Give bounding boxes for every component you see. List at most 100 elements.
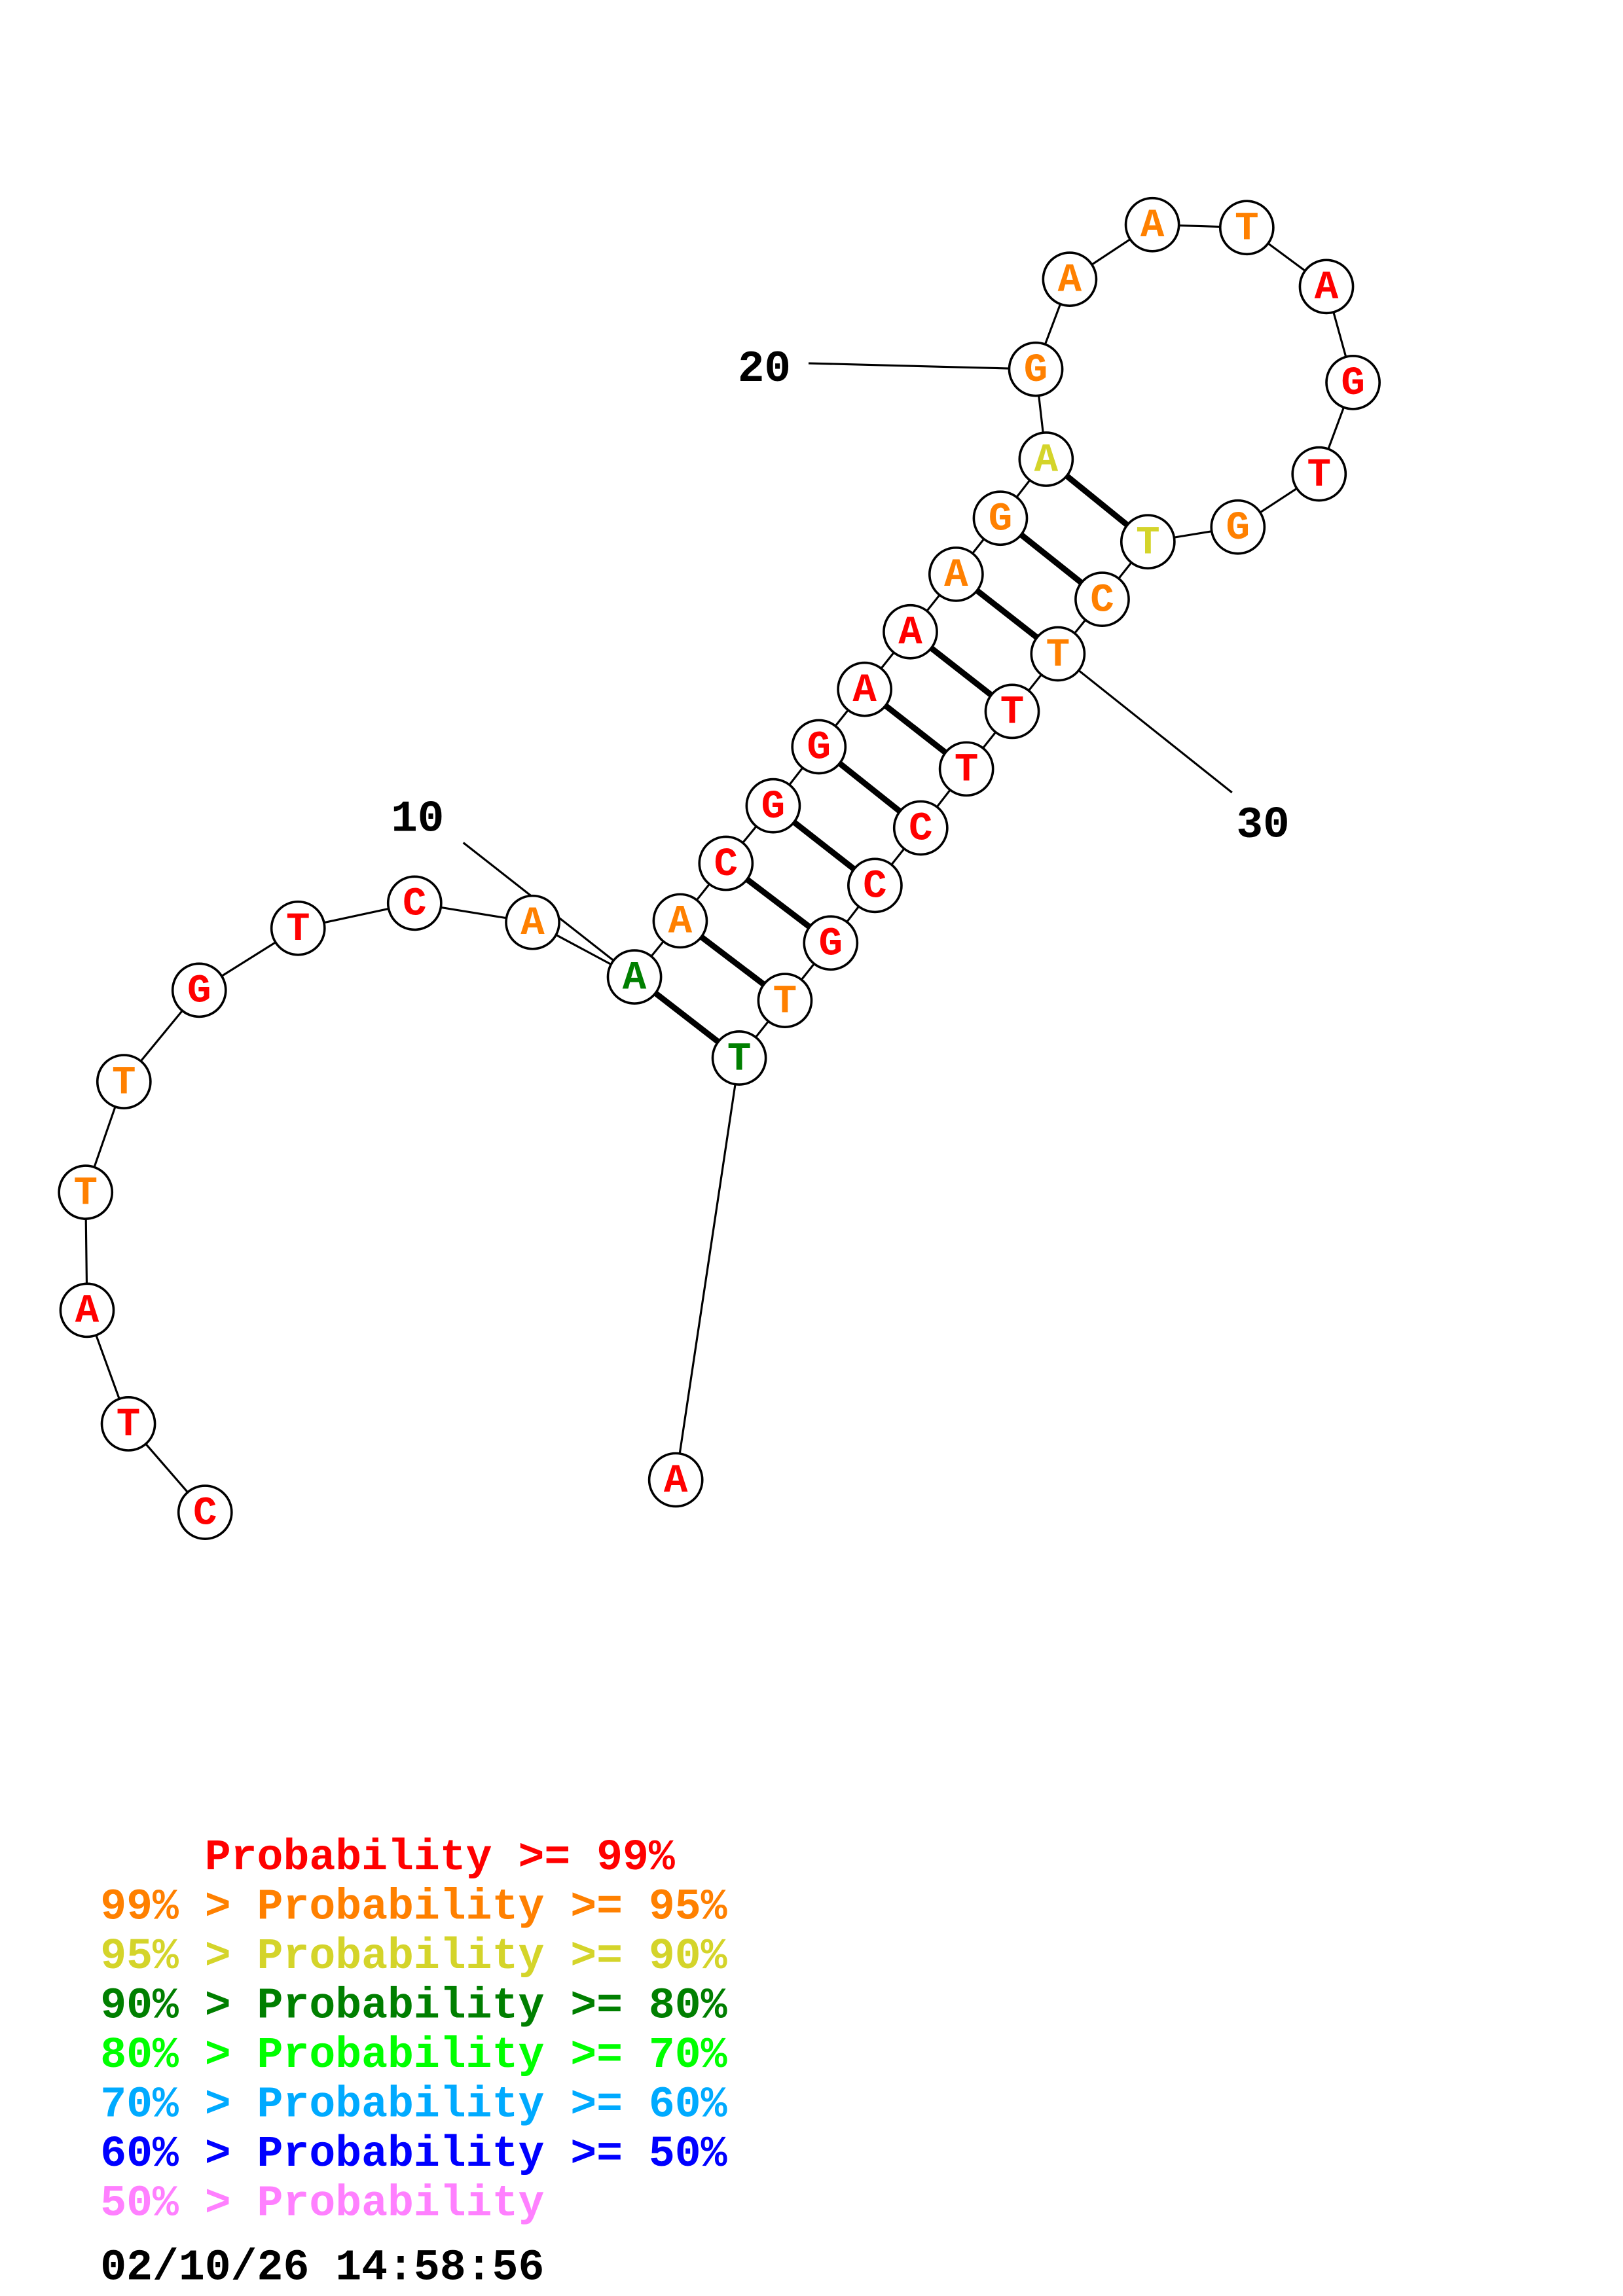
nucleotide-letter: T bbox=[1046, 633, 1070, 678]
nucleotide-letter: G bbox=[761, 785, 786, 830]
position-labels: 10 20 30 bbox=[391, 345, 1289, 850]
nucleotide-11: A bbox=[652, 893, 708, 949]
nucleotide-circle bbox=[892, 800, 949, 856]
nucleotide-circle bbox=[647, 1452, 704, 1508]
nucleotide-circle bbox=[1298, 259, 1355, 315]
nucleotide-30: T bbox=[1030, 626, 1086, 682]
nucleotide-letter: T bbox=[773, 979, 797, 1024]
nucleotide-letter: A bbox=[1058, 258, 1082, 303]
nucleotide-circle bbox=[711, 1030, 767, 1086]
legend-entry-p60: 70% > Probability >= 60% bbox=[100, 2081, 727, 2130]
nucleotide-letter: T bbox=[117, 1403, 141, 1448]
nucleotide-25: G bbox=[1325, 354, 1381, 410]
nucleotide-letter: G bbox=[819, 922, 843, 967]
legend-entry-p95: 99% > Probability >= 95% bbox=[100, 1883, 727, 1932]
nucleotide-letter: T bbox=[73, 1171, 98, 1216]
nucleotide-24: A bbox=[1298, 259, 1355, 315]
nucleotide-26: T bbox=[1291, 446, 1347, 502]
nucleotide-letter: C bbox=[1090, 578, 1114, 623]
nucleotide-2: T bbox=[100, 1396, 156, 1452]
nucleotide-32: T bbox=[938, 741, 994, 797]
nucleotide-5: T bbox=[96, 1054, 152, 1109]
nucleotide-letter: A bbox=[520, 901, 545, 946]
position-label-30: 30 bbox=[1237, 800, 1290, 850]
nucleotide-letter: A bbox=[852, 668, 877, 713]
nucleotide-circle bbox=[837, 661, 892, 717]
legend-entry-p99: Probability >= 99% bbox=[100, 1833, 675, 1882]
legend-entry-plow: 50% > Probability bbox=[100, 2179, 544, 2229]
nucleotide-35: G bbox=[803, 915, 859, 971]
position-label-line bbox=[808, 362, 1036, 370]
nucleotide-21: A bbox=[1042, 251, 1098, 307]
nucleotide-circle bbox=[386, 875, 443, 931]
nucleotide-circle bbox=[606, 949, 663, 1005]
nucleotide-circle bbox=[58, 1164, 114, 1220]
nucleotide-circle bbox=[1030, 626, 1086, 682]
nucleotide-circle bbox=[972, 490, 1029, 547]
nucleotide-circle bbox=[171, 962, 227, 1018]
nucleotide-circle bbox=[1291, 446, 1347, 502]
nucleotide-circle bbox=[745, 778, 801, 834]
nucleotide-28: T bbox=[1120, 514, 1176, 570]
nucleotide-circle bbox=[59, 1282, 115, 1338]
nucleotide-circle bbox=[1042, 251, 1098, 307]
nucleotide-9: A bbox=[505, 894, 560, 950]
nucleotide-circle bbox=[928, 546, 984, 602]
timestamp: 02/10/26 14:58:56 bbox=[100, 2244, 544, 2293]
nucleotide-circle bbox=[938, 741, 994, 797]
nucleotide-4: T bbox=[58, 1164, 114, 1220]
nucleotide-circle bbox=[505, 894, 560, 950]
nucleotide-23: T bbox=[1218, 200, 1275, 256]
nucleotide-circle bbox=[96, 1054, 152, 1109]
nucleotide-circle bbox=[1018, 431, 1074, 487]
nucleotide-letter: T bbox=[1307, 453, 1331, 498]
nucleotide-letter: T bbox=[112, 1060, 136, 1105]
nucleotide-letter: T bbox=[1136, 521, 1160, 566]
nucleotide-letter: C bbox=[193, 1491, 217, 1536]
nucleotide-10: A bbox=[606, 949, 663, 1005]
nucleotide-31: T bbox=[984, 683, 1040, 740]
nucleotide-letter: A bbox=[1140, 204, 1165, 249]
nucleotide-letter: A bbox=[668, 900, 693, 945]
nucleotide-letter: A bbox=[1315, 266, 1339, 311]
nucleotide-letter: C bbox=[714, 842, 739, 888]
nucleotide-circle bbox=[100, 1396, 156, 1452]
nucleotide-letter: G bbox=[989, 497, 1013, 542]
nucleotide-14: G bbox=[791, 719, 847, 775]
nucleotide-letter: T bbox=[286, 907, 310, 952]
probability-legend: Probability >= 99%99% > Probability >= 9… bbox=[100, 1833, 727, 2228]
nucleotide-circle bbox=[984, 683, 1040, 740]
nucleotide-letter: T bbox=[1235, 206, 1259, 251]
nucleotide-letter: A bbox=[664, 1459, 688, 1504]
position-label-10: 10 bbox=[391, 795, 444, 844]
nucleotide-letter: T bbox=[955, 748, 979, 793]
nucleotide-circle bbox=[270, 900, 326, 956]
nucleotide-8: C bbox=[386, 875, 443, 931]
nucleotide-circle bbox=[791, 719, 847, 775]
position-label-line bbox=[1057, 653, 1233, 794]
nucleotide-7: T bbox=[270, 900, 326, 956]
nucleotide-letter: A bbox=[1034, 438, 1059, 483]
nucleotide-12: C bbox=[698, 835, 754, 891]
nucleotide-33: C bbox=[892, 800, 949, 856]
nucleotide-letter: T bbox=[727, 1037, 752, 1082]
nucleotide-19: A bbox=[1018, 431, 1074, 487]
nucleotide-18: G bbox=[972, 490, 1029, 547]
nucleotide-letter: A bbox=[898, 611, 922, 656]
nucleotide-circle bbox=[652, 893, 708, 949]
nucleotide-15: A bbox=[837, 661, 892, 717]
base-pairs bbox=[632, 457, 1150, 1061]
nucleotide-circle bbox=[698, 835, 754, 891]
nucleotide-38: A bbox=[647, 1452, 704, 1508]
nucleotide-circle bbox=[1325, 354, 1381, 410]
nucleotide-letter: A bbox=[944, 553, 968, 598]
nucleotide-circle bbox=[803, 915, 859, 971]
legend-entry-p70: 80% > Probability >= 70% bbox=[100, 2031, 727, 2080]
legend-entry-p50: 60% > Probability >= 50% bbox=[100, 2130, 727, 2179]
nucleotide-13: G bbox=[745, 778, 801, 834]
nucleotide-letter: G bbox=[1341, 361, 1365, 406]
nucleotide-letter: C bbox=[863, 865, 887, 910]
nucleotide-circle bbox=[1008, 341, 1064, 397]
